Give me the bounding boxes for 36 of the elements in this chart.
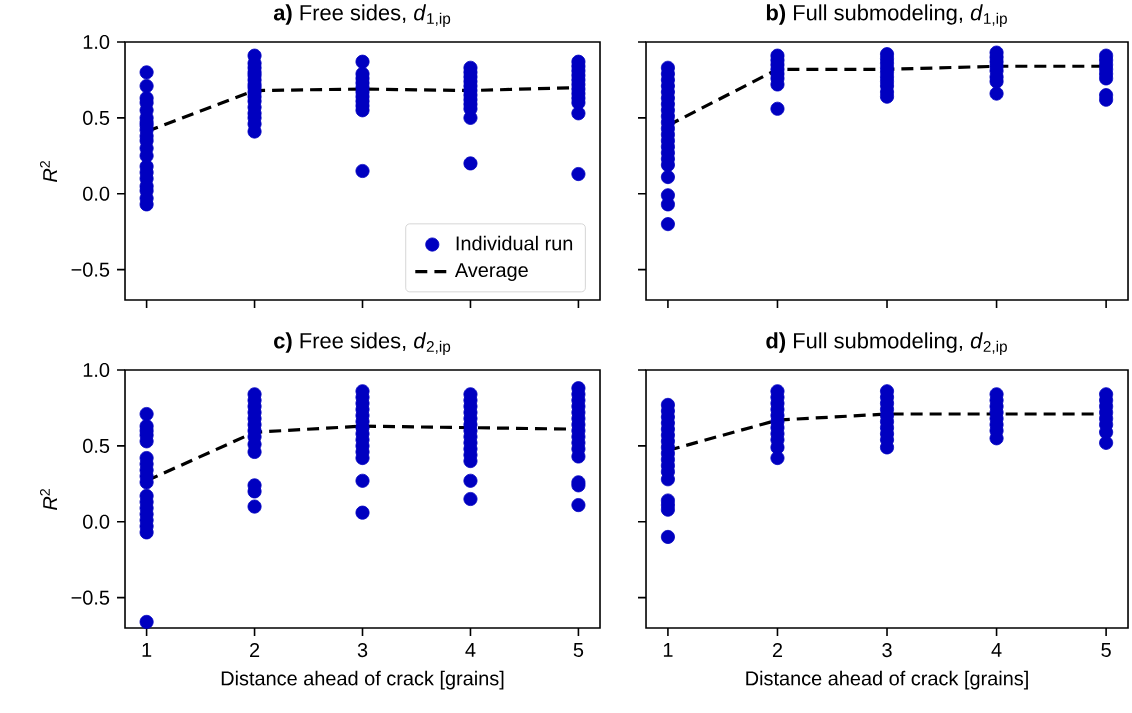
x-axis-title: Distance ahead of crack [grains] xyxy=(746,670,1028,690)
point xyxy=(1099,435,1114,450)
point xyxy=(660,197,675,212)
x-tick-label: 5 xyxy=(573,643,584,657)
y-tick-label: 1.0 xyxy=(83,34,110,50)
x-tick-label: 2 xyxy=(250,643,260,657)
point xyxy=(989,86,1004,101)
y-tick-label: 1.0 xyxy=(83,362,110,378)
legend-label: Individual run xyxy=(456,235,573,251)
point xyxy=(770,451,785,466)
x-tick-label: 1 xyxy=(663,643,673,657)
x-tick-label: 3 xyxy=(882,643,892,658)
point xyxy=(660,217,675,232)
y-axis-title: R$^{2}$ xyxy=(40,161,57,182)
chart-title: d) Full submodeling, d$_{2,ip}$ xyxy=(766,332,1007,356)
y-tick-label: 0.0 xyxy=(83,186,110,201)
chart-title: c) Free sides, d$_{2,ip}$ xyxy=(274,332,451,356)
x-tick-label: 4 xyxy=(991,643,1002,657)
x-tick-label: 2 xyxy=(772,643,783,657)
x-tick-label: 3 xyxy=(357,643,368,658)
point xyxy=(660,170,675,185)
x-tick-label: 4 xyxy=(465,643,476,657)
y-tick-label: 0.0 xyxy=(83,514,110,529)
point xyxy=(770,101,785,116)
x-tick-label: 1 xyxy=(142,643,152,657)
chart-title: b) Full submodeling, d$_{1,ip}$ xyxy=(766,4,1007,28)
x-tick-label: 5 xyxy=(1101,643,1111,657)
y-tick-label: 0.5 xyxy=(83,438,110,453)
x-axis-title: Distance ahead of crack [grains] xyxy=(221,670,504,690)
y-axis-title: R$^{2}$ xyxy=(40,489,57,510)
y-tick-label: 0.5 xyxy=(83,110,110,125)
point xyxy=(660,529,675,544)
chart-title: a) Free sides, d$_{1,ip}$ xyxy=(273,4,451,28)
y-tick-label: −0.5 xyxy=(71,262,110,277)
y-tick-label: −0.5 xyxy=(71,590,110,605)
legend-label: Average xyxy=(454,263,528,282)
